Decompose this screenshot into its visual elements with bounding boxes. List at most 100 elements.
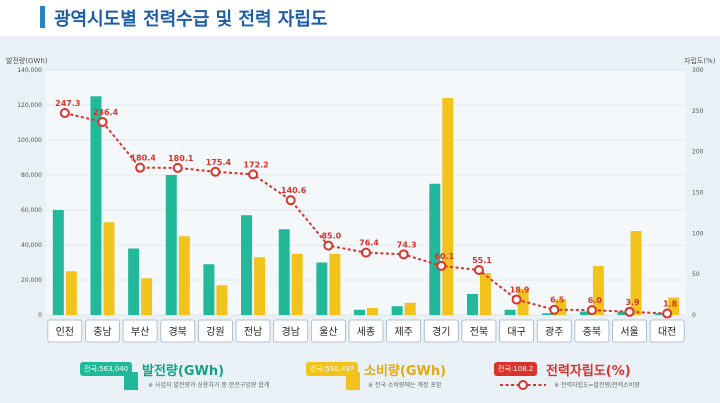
self-sufficiency-point [511,294,522,305]
generation-bar [354,309,365,315]
ratio-legend-label: 전력자립도(%) [546,364,631,379]
category-label: 전북 [470,326,488,338]
consumption-bar [479,273,491,315]
category-box [85,319,120,343]
category-label: 울산 [319,326,337,338]
category-label: 경남 [282,325,300,338]
generation-bar [617,311,629,315]
title-bar: 광역시도별 전력수급 및 전력 자립도 [0,0,720,36]
category-box [235,319,271,343]
category-box [198,319,233,343]
generation-total-badge: 전국:563,040 [80,362,133,376]
self-sufficiency-label: 180.1 [168,154,194,163]
self-sufficiency-label: 140.6 [281,186,307,195]
category-label: 강원 [206,326,224,338]
right-tick-label: 300 [692,67,704,74]
generation-bar [128,248,140,315]
generation-bar [391,306,403,315]
legend-self-sufficiency: 전국:108.2 전력자립도(%) [494,360,654,382]
category-label: 부산 [131,326,149,338]
page-title: 광역시도별 전력수급 및 전력 자립도 [54,9,328,30]
self-sufficiency-label: 172.2 [243,160,268,169]
self-sufficiency-label: 60.1 [434,252,454,261]
self-sufficiency-label: 6.5 [550,296,565,305]
consumption-legend-label: 소비량(GWh) [364,364,447,379]
left-tick-label: 60,000 [21,207,42,214]
category-label: 충남 [93,326,111,338]
category-label: 제주 [394,326,412,338]
self-sufficiency-label: 3.9 [625,298,640,307]
category-box [310,319,346,343]
generation-bar [278,229,290,315]
right-tick-label: 150 [692,190,704,197]
left-axis-unit: 발전량(GWh) [6,57,48,65]
right-tick-label: 200 [692,149,704,156]
generation-bar [165,175,177,315]
generation-bar [90,96,102,315]
self-sufficiency-point [285,195,296,206]
consumption-bar [141,278,153,315]
category-box [47,319,83,343]
title-accent-bar [40,6,45,28]
self-sufficiency-point [172,162,183,173]
generation-bar [504,309,516,315]
consumption-bar [65,271,77,315]
self-sufficiency-label: 6.0 [588,296,603,305]
category-box [423,319,459,343]
consumption-bar [630,231,642,315]
generation-bar [542,313,554,315]
category-box [612,319,647,343]
legend-consumption: 전국:550,497 소비량(GWh) [306,360,466,382]
left-tick-label: 40,000 [21,242,42,249]
self-sufficiency-label: 74.3 [397,240,417,249]
consumption-bar [329,253,341,315]
left-tick-label: 120,000 [17,102,42,109]
self-sufficiency-label: 85.0 [321,232,341,241]
self-sufficiency-label: 18.9 [510,286,530,295]
legend-generation: 전국:563,040 발전량(GWh) [80,360,300,382]
consumption-note: ※ 전국 소비량에는 계정 포함 [368,382,442,389]
self-sufficiency-label: 55.1 [472,256,492,265]
category-box [122,319,158,343]
right-tick-label: 250 [692,108,704,115]
category-label: 경기 [432,325,450,338]
generation-bar [241,215,253,315]
self-sufficiency-point [436,260,447,271]
plot-area [46,70,686,315]
right-tick-label: 0 [692,312,696,319]
generation-bar [316,262,328,315]
self-sufficiency-label: 180.4 [130,154,156,163]
self-sufficiency-label: 247.3 [55,99,80,108]
generation-note: ※ 사업자 발전량과 상용자가 중 한전구입량 합계 [148,382,270,389]
ratio-total-badge: 전국:108.2 [494,362,538,376]
category-box [536,319,572,343]
self-sufficiency-point [361,247,371,258]
generation-bar [466,294,478,315]
self-sufficiency-point [59,108,70,119]
right-tick-label: 100 [692,230,704,237]
category-label: 서울 [620,326,638,338]
generation-bar [429,183,441,315]
consumption-bar [178,236,190,315]
consumption-bar [216,285,228,315]
consumption-bar [404,302,416,315]
category-box [649,319,685,343]
category-box [273,319,309,343]
self-sufficiency-point [210,166,221,177]
left-tick-label: 20,000 [21,277,42,284]
category-box [461,319,497,343]
consumption-bar [592,266,604,315]
category-label: 경북 [169,325,187,338]
ratio-legend-marker [518,380,528,390]
consumption-bar [254,257,266,315]
category-box [160,319,196,343]
self-sufficiency-label: 175.4 [206,158,232,167]
category-box [574,319,610,343]
self-sufficiency-point [586,305,597,316]
category-label: 충북 [583,326,601,338]
category-label: 전남 [244,326,262,338]
left-tick-label: 100,000 [17,137,42,144]
consumption-total-badge: 전국:550,497 [306,362,359,376]
self-sufficiency-point [662,308,673,319]
